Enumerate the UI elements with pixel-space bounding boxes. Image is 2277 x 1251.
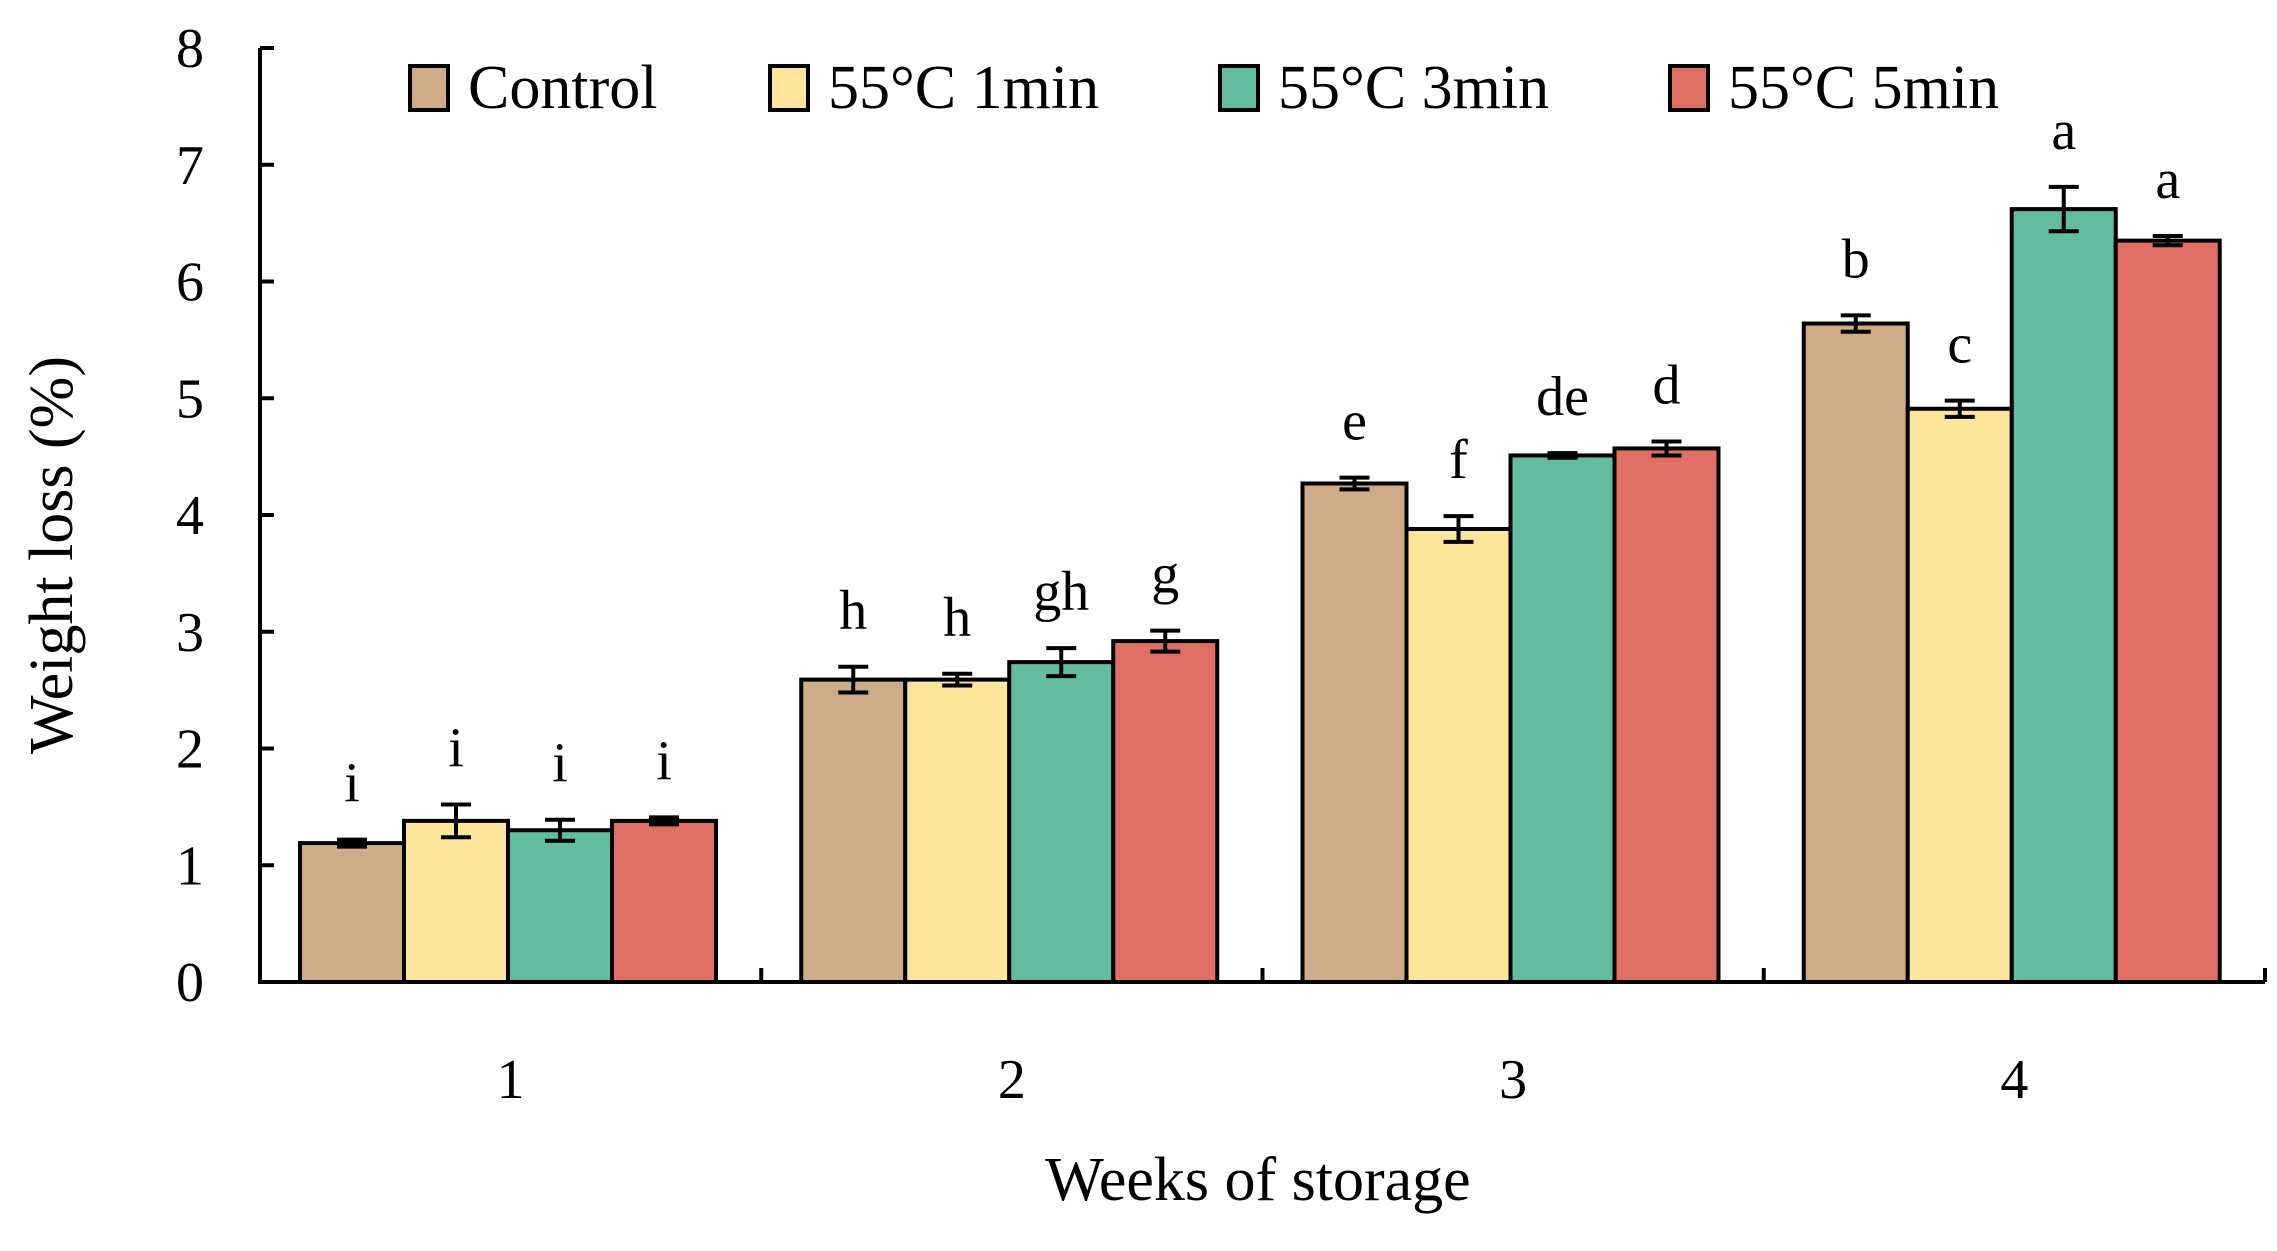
significance-label: d	[1653, 354, 1681, 416]
x-tick-label: 1	[497, 1049, 525, 1111]
bar	[903, 677, 1012, 984]
bar	[799, 677, 908, 984]
x-tick-label: 2	[998, 1049, 1026, 1111]
bars-layer	[298, 184, 2222, 985]
significance-label: h	[839, 580, 867, 642]
legend-entry: 55°C 5min	[1728, 54, 1999, 122]
bar	[1300, 481, 1409, 984]
significance-label: i	[552, 733, 568, 795]
y-tick-label: 7	[176, 135, 204, 197]
legend-swatch	[1218, 64, 1260, 112]
bar	[1508, 453, 1617, 984]
legend-swatch	[1668, 64, 1710, 112]
bar	[2113, 238, 2222, 984]
x-tick-label: 3	[1499, 1049, 1527, 1111]
significance-label: i	[448, 718, 464, 780]
significance-label: gh	[1033, 561, 1089, 623]
x-tick-label: 4	[2000, 1049, 2028, 1111]
significance-label: b	[1842, 228, 1870, 290]
y-tick-label: 3	[176, 602, 204, 664]
significance-label: de	[1536, 366, 1589, 428]
significance-label: h	[943, 587, 971, 649]
significance-label: i	[656, 730, 672, 792]
y-tick-label: 1	[176, 835, 204, 897]
y-tick-label: 0	[176, 952, 204, 1014]
significance-label: c	[1947, 314, 1972, 376]
bar	[402, 818, 510, 985]
significance-label: a	[2155, 149, 2180, 211]
y-tick-label: 2	[176, 719, 204, 781]
significance-label: a	[2051, 100, 2076, 162]
y-tick-label: 8	[176, 18, 204, 80]
significance-label: e	[1342, 391, 1367, 453]
significance-label: f	[1449, 429, 1468, 491]
bar	[1111, 639, 1220, 985]
bar	[298, 841, 406, 984]
bar	[1404, 527, 1513, 984]
legend-entry: 55°C 3min	[1278, 54, 1549, 122]
bar	[2009, 207, 2118, 985]
bar	[1612, 446, 1721, 984]
legend-entry: Control	[468, 54, 657, 122]
bar	[1905, 406, 2014, 984]
x-axis-title: Weeks of storage	[1045, 1146, 1470, 1214]
bar	[506, 828, 614, 984]
axes-layer: 0 1 2 3 4 5 6 7 8 1 2 3 4	[176, 18, 2267, 1111]
y-tick-label: 6	[176, 252, 204, 314]
legend: Control 55°C 1min 55°C 3min 55°C 5min	[408, 54, 1999, 122]
legend-entry: 55°C 1min	[828, 54, 1099, 122]
significance-label: g	[1151, 544, 1179, 606]
y-axis-title: Weight loss (%)	[18, 356, 86, 754]
bar	[610, 818, 718, 985]
y-tick-label: 4	[176, 485, 204, 547]
legend-swatch	[768, 64, 810, 112]
significance-label: i	[344, 753, 360, 815]
y-tick-label: 5	[176, 368, 204, 430]
bar	[1007, 660, 1116, 984]
bar	[1801, 321, 1910, 984]
legend-swatch	[408, 64, 450, 112]
